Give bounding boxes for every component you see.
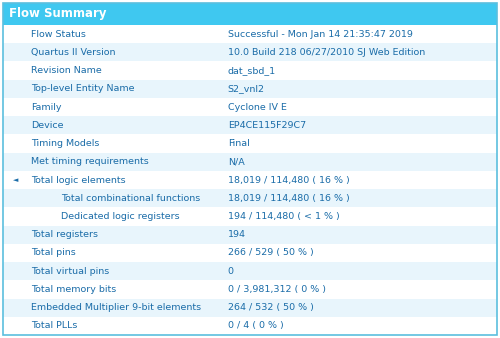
Text: Family: Family: [31, 102, 62, 112]
Text: Timing Models: Timing Models: [31, 139, 100, 148]
Text: EP4CE115F29C7: EP4CE115F29C7: [228, 121, 306, 130]
Bar: [3, 280, 497, 298]
Text: N/A: N/A: [228, 157, 244, 166]
Text: dat_sbd_1: dat_sbd_1: [228, 66, 276, 75]
Text: Top-level Entity Name: Top-level Entity Name: [31, 84, 134, 93]
Bar: [3, 207, 497, 225]
Text: 0 / 3,981,312 ( 0 % ): 0 / 3,981,312 ( 0 % ): [228, 285, 326, 294]
Text: 18,019 / 114,480 ( 16 % ): 18,019 / 114,480 ( 16 % ): [228, 175, 350, 185]
Text: 10.0 Build 218 06/27/2010 SJ Web Edition: 10.0 Build 218 06/27/2010 SJ Web Edition: [228, 48, 425, 57]
Text: Embedded Multiplier 9-bit elements: Embedded Multiplier 9-bit elements: [31, 303, 201, 312]
Text: Cyclone IV E: Cyclone IV E: [228, 102, 286, 112]
Bar: [3, 189, 497, 207]
Bar: [3, 225, 497, 244]
Bar: [3, 25, 497, 43]
Text: ◄: ◄: [13, 177, 18, 183]
Bar: [3, 98, 497, 116]
Text: Total PLLs: Total PLLs: [31, 321, 78, 330]
Text: Revision Name: Revision Name: [31, 66, 102, 75]
Text: Total virtual pins: Total virtual pins: [31, 267, 109, 276]
Text: 266 / 529 ( 50 % ): 266 / 529 ( 50 % ): [228, 248, 314, 258]
Bar: [3, 3, 497, 25]
Text: 264 / 532 ( 50 % ): 264 / 532 ( 50 % ): [228, 303, 314, 312]
Text: S2_vnl2: S2_vnl2: [228, 84, 265, 93]
Bar: [3, 317, 497, 335]
Bar: [3, 171, 497, 189]
Text: Total combinational functions: Total combinational functions: [61, 194, 200, 203]
Bar: [3, 244, 497, 262]
Text: Total pins: Total pins: [31, 248, 76, 258]
Bar: [3, 135, 497, 153]
Text: Total logic elements: Total logic elements: [31, 175, 126, 185]
Text: Flow Summary: Flow Summary: [9, 7, 106, 21]
Text: 194 / 114,480 ( < 1 % ): 194 / 114,480 ( < 1 % ): [228, 212, 340, 221]
Text: Total memory bits: Total memory bits: [31, 285, 116, 294]
Text: 0: 0: [228, 267, 234, 276]
Bar: [3, 62, 497, 80]
Text: Dedicated logic registers: Dedicated logic registers: [61, 212, 180, 221]
Text: Successful - Mon Jan 14 21:35:47 2019: Successful - Mon Jan 14 21:35:47 2019: [228, 30, 412, 39]
Text: 18,019 / 114,480 ( 16 % ): 18,019 / 114,480 ( 16 % ): [228, 194, 350, 203]
Text: 194: 194: [228, 230, 246, 239]
Bar: [3, 80, 497, 98]
Bar: [3, 116, 497, 135]
Text: Quartus II Version: Quartus II Version: [31, 48, 116, 57]
Text: Total registers: Total registers: [31, 230, 98, 239]
Bar: [3, 298, 497, 317]
Bar: [3, 153, 497, 171]
Text: 0 / 4 ( 0 % ): 0 / 4 ( 0 % ): [228, 321, 283, 330]
Text: Flow Status: Flow Status: [31, 30, 86, 39]
Text: Device: Device: [31, 121, 64, 130]
Text: Met timing requirements: Met timing requirements: [31, 157, 149, 166]
Bar: [3, 262, 497, 280]
Text: Final: Final: [228, 139, 250, 148]
Bar: [3, 43, 497, 62]
